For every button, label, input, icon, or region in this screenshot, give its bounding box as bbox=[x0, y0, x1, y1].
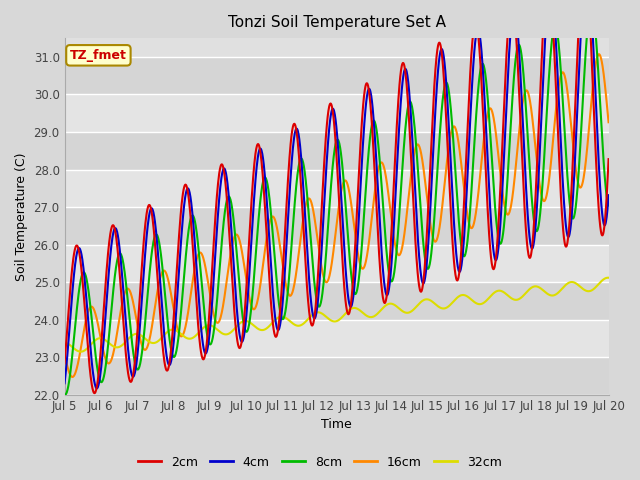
Bar bbox=[65, 320, 609, 358]
Y-axis label: Soil Temperature (C): Soil Temperature (C) bbox=[15, 152, 28, 281]
Bar bbox=[65, 95, 609, 132]
Bar bbox=[65, 169, 609, 207]
Bar bbox=[65, 132, 609, 169]
Bar bbox=[65, 57, 609, 95]
Text: TZ_fmet: TZ_fmet bbox=[70, 49, 127, 62]
X-axis label: Time: Time bbox=[321, 419, 352, 432]
Bar bbox=[65, 207, 609, 245]
Legend: 2cm, 4cm, 8cm, 16cm, 32cm: 2cm, 4cm, 8cm, 16cm, 32cm bbox=[133, 451, 507, 474]
Title: Tonzi Soil Temperature Set A: Tonzi Soil Temperature Set A bbox=[228, 15, 445, 30]
Bar bbox=[65, 245, 609, 282]
Bar bbox=[65, 282, 609, 320]
Bar bbox=[65, 358, 609, 395]
